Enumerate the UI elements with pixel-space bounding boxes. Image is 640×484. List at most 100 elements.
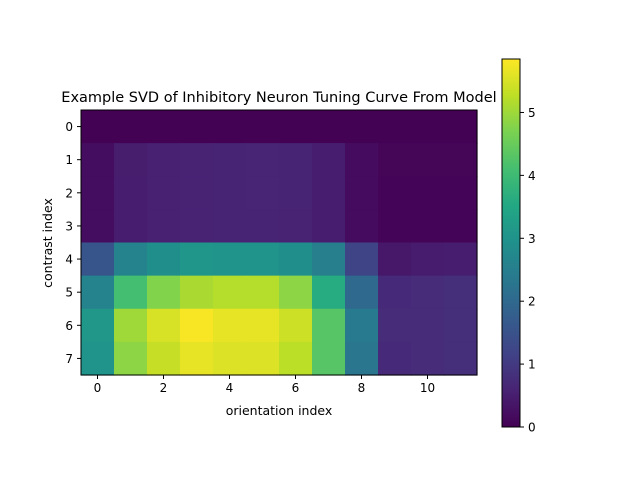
- heatmap-cell-r3-c1: [114, 209, 148, 244]
- x-axis-ticks: 0 2 4 6 8 10: [94, 375, 435, 395]
- heatmap-cell-r5-c3: [180, 275, 214, 310]
- heatmap-cell-r2-c1: [114, 176, 148, 210]
- heatmap-cell-r4-c10: [411, 242, 445, 277]
- y-tick-label: 3: [65, 219, 73, 233]
- heatmap-cell-r0-c1: [114, 110, 148, 144]
- colorbar-tick-label: 5: [528, 106, 536, 120]
- heatmap-cell-r5-c4: [213, 275, 247, 310]
- heatmap-cell-r0-c3: [180, 110, 214, 144]
- heatmap-cell-r4-c5: [246, 242, 280, 277]
- heatmap-cell-r4-c4: [213, 242, 247, 277]
- colorbar-tick-label: 4: [528, 169, 536, 183]
- heatmap-cell-r3-c8: [345, 209, 379, 244]
- heatmap-cell-r2-c8: [345, 176, 379, 210]
- heatmap-cell-r4-c7: [312, 242, 346, 277]
- y-tick-label: 1: [65, 153, 73, 167]
- heatmap-cell-r5-c10: [411, 275, 445, 310]
- heatmap-cell-r4-c0: [81, 242, 115, 277]
- heatmap-cell-r0-c6: [279, 110, 313, 144]
- heatmap-cell-r0-c4: [213, 110, 247, 144]
- heatmap-cell-r5-c7: [312, 275, 346, 310]
- heatmap-cell-r1-c10: [411, 143, 445, 177]
- heatmap-cell-r3-c2: [147, 209, 181, 244]
- heatmap-cell-r4-c3: [180, 242, 214, 277]
- colorbar-tick-label: 1: [528, 358, 536, 372]
- heatmap-cell-r7-c10: [411, 341, 445, 376]
- heatmap-cell-r0-c11: [444, 110, 478, 144]
- heatmap-cell-r4-c6: [279, 242, 313, 277]
- x-tick-label: 2: [160, 381, 168, 395]
- heatmap-cell-r5-c1: [114, 275, 148, 310]
- heatmap-cell-r0-c2: [147, 110, 181, 144]
- x-tick-label: 8: [358, 381, 366, 395]
- heatmap-cell-r2-c3: [180, 176, 214, 210]
- y-tick-label: 7: [65, 352, 73, 366]
- heatmap-cell-r6-c3: [180, 308, 214, 343]
- heatmap-cell-r2-c10: [411, 176, 445, 210]
- heatmap-cell-r1-c3: [180, 143, 214, 177]
- colorbar-tick-label: 0: [528, 421, 536, 435]
- heatmap-cell-r1-c5: [246, 143, 280, 177]
- x-axis-label: orientation index: [226, 403, 333, 418]
- heatmap-cell-r7-c4: [213, 341, 247, 376]
- heatmap-cell-r5-c9: [378, 275, 412, 310]
- colorbar-gradient: [501, 58, 521, 428]
- heatmap-cell-r2-c0: [81, 176, 115, 210]
- heatmap-cell-r7-c9: [378, 341, 412, 376]
- heatmap-cell-r0-c9: [378, 110, 412, 144]
- heatmap-cell-r6-c11: [444, 308, 478, 343]
- heatmap-cell-r2-c7: [312, 176, 346, 210]
- heatmap-cell-r3-c9: [378, 209, 412, 244]
- heatmap-cell-r4-c1: [114, 242, 148, 277]
- heatmap-cell-r5-c5: [246, 275, 280, 310]
- heatmap-cell-r6-c0: [81, 308, 115, 343]
- heatmap-cell-r3-c10: [411, 209, 445, 244]
- heatmap-cell-r6-c1: [114, 308, 148, 343]
- heatmap-cell-r2-c9: [378, 176, 412, 210]
- chart-title: Example SVD of Inhibitory Neuron Tuning …: [61, 90, 496, 106]
- heatmap-cell-r7-c3: [180, 341, 214, 376]
- heatmap-cell-r6-c9: [378, 308, 412, 343]
- heatmap-cell-r0-c5: [246, 110, 280, 144]
- heatmap-cell-r3-c4: [213, 209, 247, 244]
- y-tick-label: 0: [65, 120, 73, 134]
- heatmap-cell-r1-c6: [279, 143, 313, 177]
- heatmap-cell-r0-c0: [81, 110, 115, 144]
- heatmap-cell-r5-c6: [279, 275, 313, 310]
- heatmap-cell-r6-c5: [246, 308, 280, 343]
- x-tick-label: 4: [226, 381, 234, 395]
- x-tick-label: 0: [94, 381, 102, 395]
- heatmap-cell-r1-c0: [81, 143, 115, 177]
- heatmap-cell-r5-c11: [444, 275, 478, 310]
- heatmap-cell-r2-c11: [444, 176, 478, 210]
- colorbar-ticks: 0 1 2 3 4 5: [520, 106, 536, 435]
- heatmap-cell-r3-c5: [246, 209, 280, 244]
- heatmap-cells: [81, 110, 478, 376]
- heatmap-cell-r1-c2: [147, 143, 181, 177]
- colorbar: 0 1 2 3 4 5: [501, 58, 536, 435]
- y-axis-label: contrast index: [40, 198, 55, 288]
- heatmap-cell-r4-c9: [378, 242, 412, 277]
- y-tick-label: 5: [65, 286, 73, 300]
- axes-frame: [80, 109, 478, 376]
- heatmap-cell-r3-c0: [81, 209, 115, 244]
- heatmap-cell-r2-c5: [246, 176, 280, 210]
- heatmap-cell-r7-c0: [81, 341, 115, 376]
- heatmap-cell-r5-c8: [345, 275, 379, 310]
- heatmap-cell-r7-c2: [147, 341, 181, 376]
- heatmap-cell-r7-c7: [312, 341, 346, 376]
- heatmap-cell-r1-c4: [213, 143, 247, 177]
- heatmap-cell-r5-c0: [81, 275, 115, 310]
- heatmap-cell-r2-c4: [213, 176, 247, 210]
- heatmap-cell-r6-c2: [147, 308, 181, 343]
- heatmap-cell-r6-c4: [213, 308, 247, 343]
- heatmap-cell-r2-c2: [147, 176, 181, 210]
- heatmap-cell-r1-c11: [444, 143, 478, 177]
- heatmap-cell-r4-c8: [345, 242, 379, 277]
- heatmap-cell-r2-c6: [279, 176, 313, 210]
- heatmap-cell-r1-c7: [312, 143, 346, 177]
- heatmap-cell-r3-c6: [279, 209, 313, 244]
- heatmap-cell-r0-c10: [411, 110, 445, 144]
- heatmap-cell-r1-c9: [378, 143, 412, 177]
